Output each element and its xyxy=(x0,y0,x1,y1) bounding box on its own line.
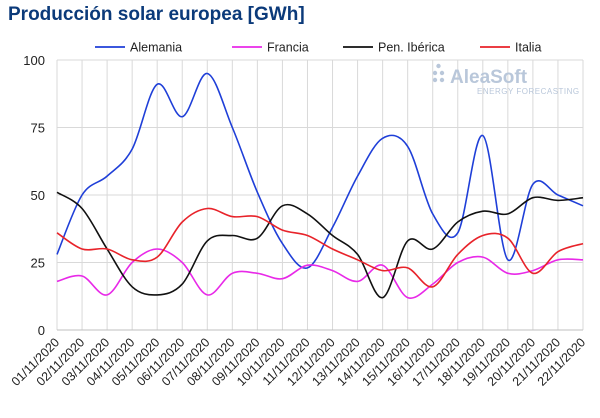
chart-title: Producción solar europea [GWh] xyxy=(8,4,305,25)
aleasoft-logo: AleaSoft ENERGY FORECASTING xyxy=(432,63,580,96)
series-line-alemania xyxy=(56,72,584,269)
x-axis-ticks: 01/11/202002/11/202003/11/202004/11/2020… xyxy=(9,335,589,389)
series-line-francia xyxy=(56,248,584,299)
series-line-italia xyxy=(56,207,584,288)
series-lines xyxy=(56,72,584,299)
series-line-pen-ib-rica xyxy=(56,191,584,299)
legend-label: Italia xyxy=(515,41,541,55)
legend: Alemania Francia Pen. Ibérica Italia xyxy=(95,41,541,55)
logo-subtitle: ENERGY FORECASTING xyxy=(477,87,580,96)
y-tick-label: 75 xyxy=(31,121,45,136)
legend-label: Francia xyxy=(267,41,309,55)
y-tick-label: 50 xyxy=(31,188,45,203)
logo-dots-icon xyxy=(432,63,445,83)
logo-name: AleaSoft xyxy=(450,67,528,88)
legend-label: Pen. Ibérica xyxy=(378,41,445,55)
y-tick-label: 25 xyxy=(31,256,45,271)
y-tick-label: 100 xyxy=(23,53,45,68)
legend-label: Alemania xyxy=(130,41,182,55)
y-tick-label: 0 xyxy=(38,323,45,338)
y-axis-ticks: 0 25 50 75 100 xyxy=(23,53,45,338)
